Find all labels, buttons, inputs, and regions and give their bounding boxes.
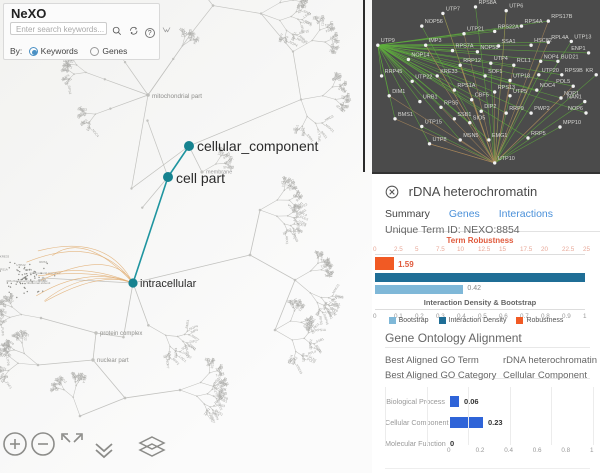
- svg-text:UTP7: UTP7: [446, 6, 460, 12]
- svg-text:small subunit precursor: small subunit precursor: [30, 271, 61, 275]
- svg-text:NOC4: NOC4: [91, 128, 100, 138]
- svg-text:KRE33: KRE33: [295, 364, 303, 375]
- svg-text:UTP8: UTP8: [5, 357, 10, 366]
- svg-text:NOP6: NOP6: [568, 106, 583, 112]
- svg-text:RPS4A: RPS4A: [525, 19, 543, 25]
- svg-text:UTP9: UTP9: [381, 38, 395, 44]
- svg-text:ENP1: ENP1: [571, 46, 585, 52]
- svg-text:KRE33: KRE33: [0, 255, 10, 259]
- svg-text:nuclear part: nuclear part: [97, 358, 129, 364]
- svg-text:RRP12: RRP12: [463, 58, 481, 64]
- svg-text:UTP18: UTP18: [513, 74, 530, 80]
- svg-text:NOP56: NOP56: [425, 19, 443, 25]
- svg-text:IMP4: IMP4: [6, 340, 10, 348]
- svg-text:RPS1A: RPS1A: [331, 42, 335, 54]
- svg-text:UTP5: UTP5: [513, 89, 527, 95]
- svg-text:SSA1: SSA1: [502, 39, 516, 45]
- svg-text:UTP6: UTP6: [509, 4, 523, 10]
- svg-text:NOP14: NOP14: [411, 52, 429, 58]
- svg-text:UTP20: UTP20: [0, 375, 8, 380]
- svg-text:MAK21: MAK21: [331, 283, 340, 294]
- svg-text:UTP21: UTP21: [467, 27, 484, 33]
- svg-text:IMP3: IMP3: [429, 38, 442, 44]
- svg-text:cell part: cell part: [176, 170, 225, 186]
- svg-text:DIM1: DIM1: [392, 89, 405, 95]
- svg-text:RRP9: RRP9: [509, 106, 524, 112]
- svg-text:BMS1: BMS1: [398, 112, 413, 118]
- svg-text:KR: KR: [586, 68, 594, 74]
- svg-text:RRS1: RRS1: [39, 260, 47, 264]
- svg-text:UTP6: UTP6: [301, 353, 305, 362]
- svg-text:UTP22: UTP22: [308, 339, 313, 350]
- svg-text:MPP10: MPP10: [563, 120, 581, 126]
- svg-text:POL5: POL5: [556, 79, 570, 85]
- svg-text:SIO5: SIO5: [473, 116, 486, 122]
- svg-text:NOC4: NOC4: [540, 83, 555, 89]
- svg-text:UTP8: UTP8: [305, 322, 310, 331]
- svg-text:RPS3: RPS3: [67, 85, 72, 94]
- svg-text:MAK21: MAK21: [324, 123, 335, 133]
- svg-text:NMD3: NMD3: [324, 114, 334, 122]
- svg-text:BUD21: BUD21: [561, 54, 579, 60]
- svg-text:RRP5: RRP5: [531, 131, 546, 137]
- svg-text:UTP20: UTP20: [542, 68, 559, 74]
- svg-text:RPS9B: RPS9B: [565, 68, 583, 74]
- svg-text:NOP58: NOP58: [480, 45, 498, 51]
- svg-text:FAF1: FAF1: [5, 381, 13, 390]
- svg-text:NOP7: NOP7: [165, 359, 170, 368]
- svg-text:KRE33: KRE33: [440, 69, 457, 75]
- svg-text:intracellular: intracellular: [140, 278, 197, 290]
- svg-text:mitochondrial part: mitochondrial part: [152, 93, 202, 100]
- svg-text:RPS1A: RPS1A: [0, 268, 8, 272]
- svg-text:NOP4: NOP4: [289, 40, 299, 48]
- svg-text:UTP22: UTP22: [415, 74, 432, 80]
- svg-text:RPF2: RPF2: [171, 357, 180, 366]
- svg-text:HSC82: HSC82: [534, 38, 552, 44]
- svg-text:NMD3: NMD3: [282, 227, 292, 235]
- svg-text:RPS3: RPS3: [216, 403, 225, 408]
- svg-text:ARX1: ARX1: [285, 236, 289, 245]
- svg-text:UTP22: UTP22: [16, 263, 26, 267]
- svg-text:cellular_component: cellular_component: [197, 138, 319, 154]
- svg-text:PWP2: PWP2: [534, 106, 550, 112]
- svg-text:UTP8: UTP8: [433, 137, 447, 143]
- svg-text:UTP4: UTP4: [494, 56, 508, 62]
- svg-text:NOP4: NOP4: [544, 54, 559, 60]
- svg-text:UTP13: UTP13: [574, 34, 591, 40]
- svg-text:UTP10: UTP10: [498, 156, 515, 162]
- svg-text:DIP2: DIP2: [484, 104, 496, 110]
- svg-text:SSB1: SSB1: [457, 112, 471, 118]
- svg-text:RCL1: RCL1: [517, 58, 531, 64]
- svg-text:RPS7A: RPS7A: [456, 44, 474, 50]
- svg-text:RPS1A: RPS1A: [457, 83, 475, 89]
- svg-text:40S ribosomal protein complex: 40S ribosomal protein complex: [6, 279, 48, 283]
- svg-text:RPS1A: RPS1A: [315, 328, 327, 332]
- svg-text:RPS17B: RPS17B: [551, 14, 572, 20]
- svg-text:SSB1: SSB1: [315, 337, 324, 344]
- svg-text:URB1: URB1: [423, 95, 438, 101]
- svg-text:MSN5: MSN5: [463, 133, 478, 139]
- svg-text:protein complex: protein complex: [100, 331, 142, 337]
- svg-text:PUF6: PUF6: [0, 327, 5, 336]
- svg-text:RPL4A: RPL4A: [551, 35, 569, 41]
- svg-text:RPS5: RPS5: [444, 100, 458, 106]
- svg-text:RPS22A: RPS22A: [498, 24, 519, 30]
- svg-text:NSA1: NSA1: [293, 127, 302, 131]
- svg-text:RRP45: RRP45: [385, 69, 403, 75]
- svg-text:NOP1: NOP1: [564, 91, 579, 97]
- svg-text:UTP15: UTP15: [425, 120, 442, 126]
- svg-text:CBF5: CBF5: [475, 93, 489, 99]
- svg-text:SOF1: SOF1: [488, 69, 502, 75]
- svg-text:EMG1: EMG1: [492, 133, 508, 139]
- svg-text:RPS8A: RPS8A: [479, 0, 497, 6]
